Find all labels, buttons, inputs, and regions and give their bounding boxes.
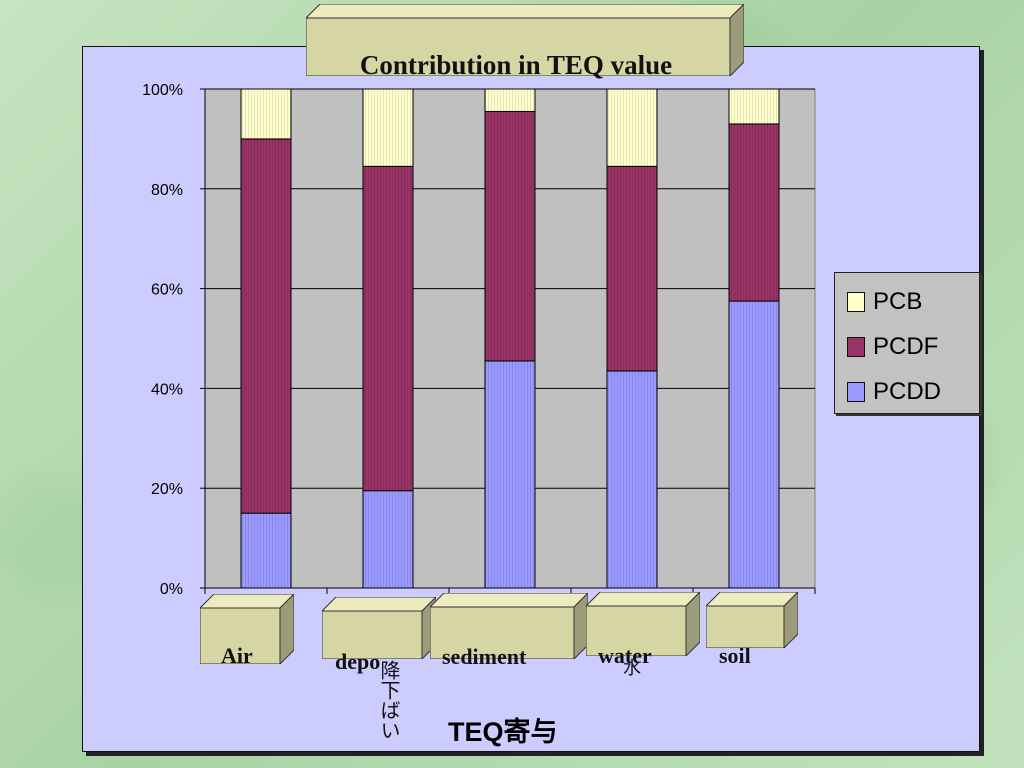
label-box-water — [586, 592, 700, 656]
legend-swatch-pcdd — [847, 382, 865, 402]
category-subtext-depo: 降下ばい — [377, 660, 399, 740]
legend-swatch-pcdf — [847, 337, 865, 357]
legend-item-pcb: PCB — [847, 287, 922, 317]
y-tick-label: 60% — [151, 282, 183, 299]
legend-label-pcb: PCB — [873, 288, 923, 315]
category-label-water: water — [598, 643, 652, 668]
legend-item-pcdd: PCDD — [847, 377, 941, 407]
bar-pcb-air — [240, 88, 292, 140]
category-label-soil: soil — [719, 643, 751, 668]
bar-pcb-depo — [362, 88, 414, 167]
bar-pcdd-air — [240, 512, 292, 589]
x-axis-title: TEQ寄与 — [448, 717, 558, 747]
legend-label-pcdf: PCDF — [873, 333, 939, 360]
bar-pcdd-sediment — [484, 360, 536, 589]
bar-pcdf-soil — [728, 123, 780, 302]
legend-label-pcdd: PCDD — [873, 378, 942, 405]
bar-pcdf-water — [606, 165, 658, 372]
bar-pcb-sediment — [484, 88, 536, 112]
category-label-sediment: sediment — [442, 644, 527, 669]
legend-item-pcdf: PCDF — [847, 332, 938, 362]
category-label-air: Air — [221, 643, 253, 668]
category-label-depo: depo — [335, 649, 381, 674]
label-box-soil — [706, 592, 798, 648]
title-box — [306, 4, 744, 76]
bar-pcdf-air — [240, 138, 292, 514]
bar-pcdd-soil — [728, 300, 780, 589]
y-tick-label: 0% — [160, 581, 183, 598]
bar-pcdf-depo — [362, 165, 414, 492]
legend-swatch-pcb — [847, 292, 865, 312]
y-tick-label: 40% — [151, 381, 183, 398]
bar-pcdd-water — [606, 370, 658, 589]
bar-pcdf-sediment — [484, 110, 536, 362]
label-box-sediment — [430, 593, 588, 659]
label-box-air — [200, 594, 294, 664]
bar-pcb-soil — [728, 88, 780, 125]
bar-pcb-water — [606, 88, 658, 167]
y-tick-label: 80% — [151, 182, 183, 199]
y-tick-label: 20% — [151, 481, 183, 498]
label-box-depo — [322, 597, 436, 659]
y-tick-label: 100% — [142, 82, 183, 99]
bar-pcdd-depo — [362, 490, 414, 589]
legend: PCB PCDF PCDD — [834, 272, 980, 414]
chart-title: Contribution in TEQ value — [359, 50, 673, 80]
category-subtext-water: 水 — [621, 658, 641, 676]
